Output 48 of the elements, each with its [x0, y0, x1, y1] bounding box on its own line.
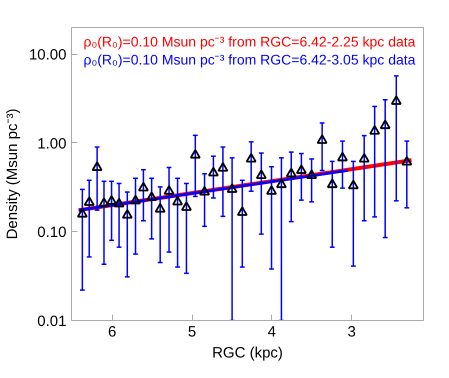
x-tick-label: 6	[108, 324, 116, 340]
x-tick-label: 4	[268, 324, 276, 340]
point	[266, 185, 277, 195]
point	[84, 196, 95, 206]
y-tick-label: 1.00	[37, 135, 67, 152]
point	[130, 194, 141, 204]
point	[122, 209, 133, 219]
point	[296, 164, 307, 174]
point	[326, 178, 338, 188]
x-tick-label: 3	[347, 324, 356, 340]
text: ρ₀(R₀)=0.10 Msun pc⁻³ from RGC=6.42-2.25 kpc data	[84, 34, 416, 50]
point	[76, 208, 88, 218]
y-tick-label: 0.01	[37, 313, 67, 330]
point	[98, 197, 110, 208]
point	[208, 166, 219, 176]
point	[369, 125, 380, 135]
point	[154, 202, 166, 213]
point	[276, 178, 287, 188]
y-tick-label: 10.00	[28, 46, 67, 64]
x-tick-label: 5	[188, 324, 196, 340]
point	[164, 185, 174, 195]
point	[256, 169, 267, 180]
point	[199, 186, 210, 196]
point	[380, 119, 391, 130]
point	[286, 168, 297, 178]
point	[306, 169, 317, 180]
point	[146, 191, 158, 202]
y-axis-title: Density (Msun pc⁻³)	[4, 108, 21, 240]
point	[114, 198, 124, 208]
x-axis-title: RGC (kpc)	[212, 344, 283, 362]
point	[92, 161, 103, 171]
point	[401, 156, 412, 166]
point	[236, 206, 248, 216]
point	[390, 95, 402, 105]
point	[190, 149, 201, 159]
point	[348, 180, 359, 190]
point	[316, 134, 328, 144]
point	[337, 152, 348, 162]
y-tick-label: 0.10	[37, 224, 67, 242]
text: ρ₀(R₀)=0.10 Msun pc⁻³ from RGC=6.42-3.05 kpc data	[84, 52, 416, 68]
point	[358, 152, 370, 162]
point	[172, 196, 183, 206]
point	[106, 195, 117, 205]
point	[246, 152, 257, 162]
point	[218, 162, 228, 172]
point	[181, 201, 192, 211]
point	[226, 183, 238, 193]
point	[138, 182, 149, 192]
